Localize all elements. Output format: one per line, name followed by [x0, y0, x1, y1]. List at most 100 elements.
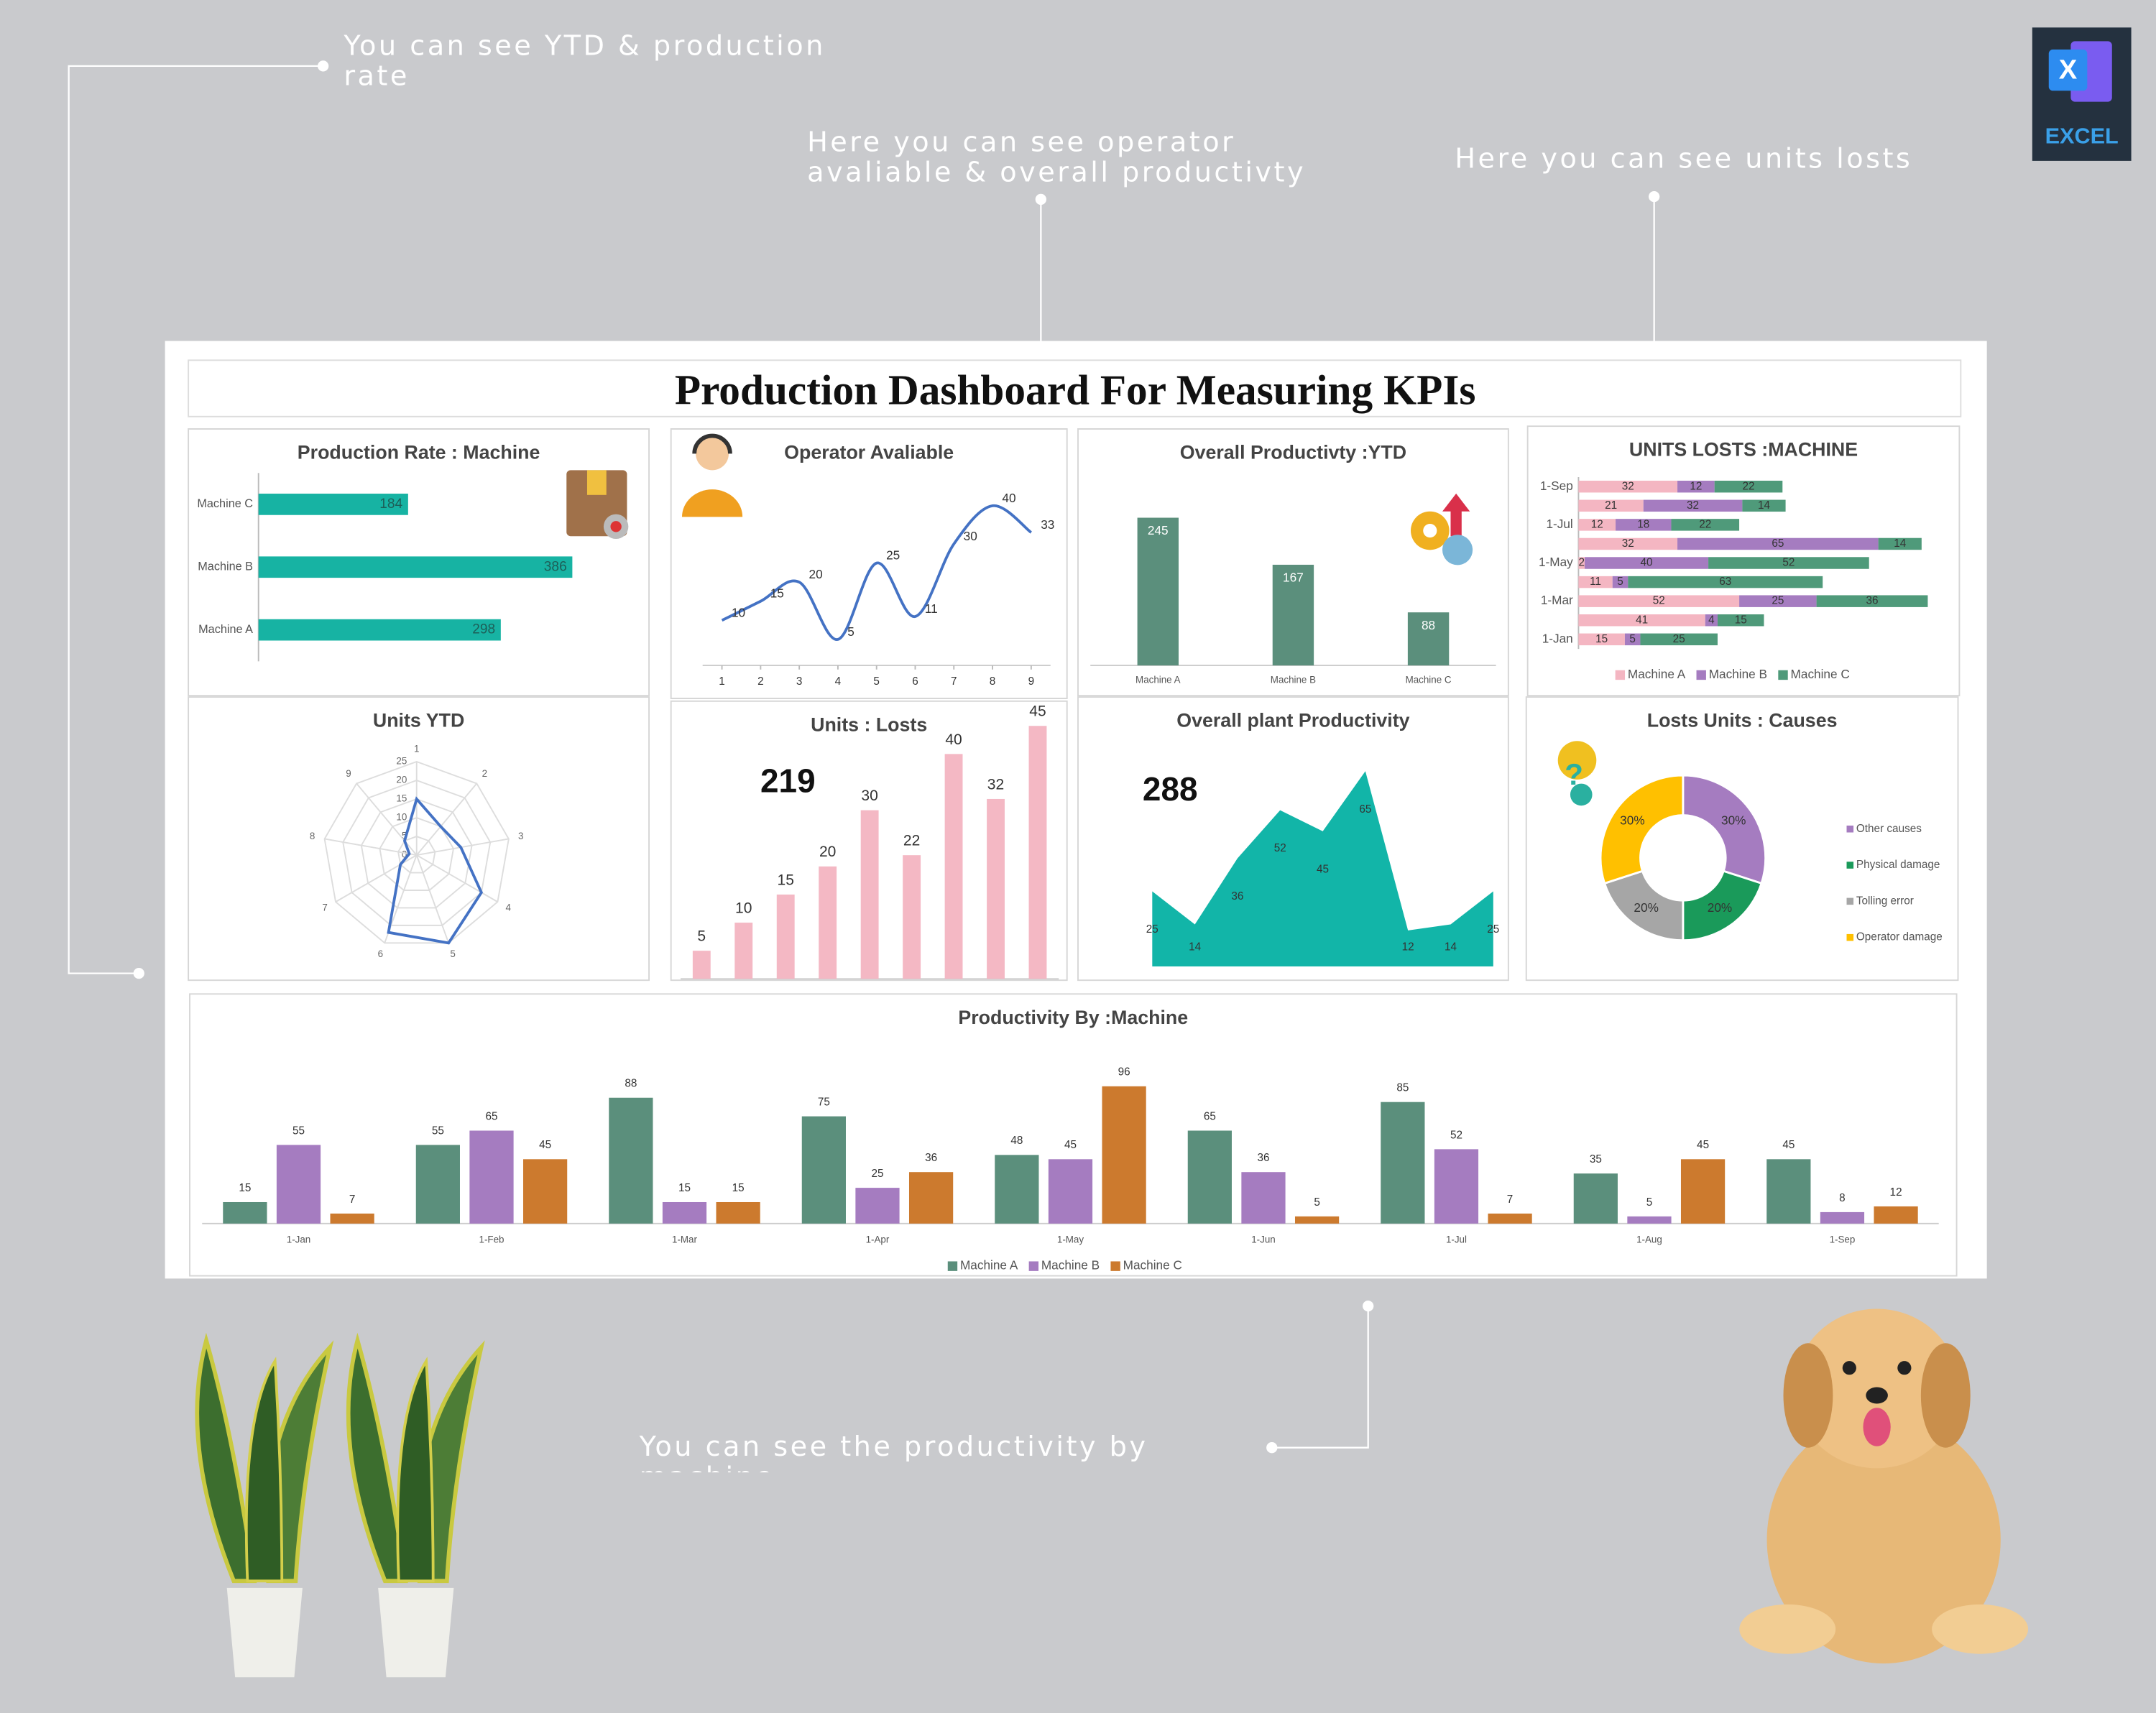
bar	[1573, 1173, 1618, 1224]
charts: Production Rate : Machine Machine C 18 4 Mac…	[188, 425, 1961, 1277]
x-tick-label: 1-Jun	[1251, 1234, 1275, 1245]
bar	[1294, 1216, 1340, 1224]
bar	[1705, 614, 1718, 627]
bar	[1434, 1149, 1479, 1224]
legend: Machine A Machine B Machine C	[947, 1258, 1182, 1273]
annotation-text: Here you can see units losts	[1455, 143, 1913, 175]
x-tick-label: Machine A	[1135, 675, 1181, 685]
value-label: 30	[964, 529, 977, 543]
bar	[1878, 537, 1922, 550]
spoke	[416, 854, 498, 902]
value-label: 55	[292, 1125, 305, 1137]
bar	[776, 894, 795, 979]
category-label: 2	[482, 768, 487, 779]
value-label: 2	[1578, 557, 1585, 569]
value-label: 22	[1742, 480, 1754, 492]
value-label: 52	[1450, 1129, 1462, 1141]
y-tick-label: 1-Mar	[1541, 593, 1573, 607]
value-label: 88	[625, 1078, 637, 1090]
value-label: 18	[1637, 518, 1649, 530]
grid-line	[379, 817, 454, 891]
bar	[1407, 612, 1450, 666]
value-label: 65	[1204, 1110, 1216, 1122]
value-label: 12	[1402, 941, 1414, 953]
legend-label: Machine B	[1041, 1258, 1100, 1273]
legend-label: Machine A	[1628, 667, 1686, 681]
bar	[801, 1116, 846, 1224]
value-label: 55	[432, 1125, 444, 1137]
legend-label: Operator damage	[1856, 931, 1943, 943]
category-label: 6	[378, 948, 383, 959]
value-label: 14	[1445, 941, 1457, 953]
kpi-value: 219	[760, 762, 816, 800]
value-label: 65	[485, 1110, 497, 1122]
value-label: 41	[1636, 614, 1648, 626]
value-label: 12	[1690, 480, 1702, 492]
legend-label: Machine A	[960, 1258, 1018, 1273]
bar	[1102, 1086, 1146, 1224]
bar	[995, 1155, 1039, 1224]
x-tick-label: 2	[757, 675, 764, 688]
value-label: 32	[1622, 480, 1634, 492]
bar	[944, 754, 963, 979]
annotation-text: You can see YTD & production rate	[344, 30, 826, 93]
bar	[1272, 564, 1314, 666]
grid-line	[342, 779, 492, 926]
question-icon: ?	[1557, 741, 1597, 806]
bar	[223, 1201, 267, 1224]
legend: Machine A Machine B Machine C	[1615, 667, 1850, 681]
bar	[258, 556, 573, 578]
bar	[987, 798, 1005, 979]
value-label: 45	[1782, 1139, 1795, 1151]
value-label: 14	[1189, 941, 1202, 953]
value-label: 52	[1782, 557, 1795, 569]
x-tick-label: 6	[912, 675, 918, 688]
bar	[1585, 557, 1709, 569]
chart-title: Production Rate : Machine	[298, 441, 540, 463]
value-label: 12	[1591, 518, 1603, 530]
y-tick-label: 1-Sep	[1540, 479, 1573, 493]
value-label: 15	[770, 586, 784, 601]
bar	[1578, 557, 1585, 569]
bar	[1187, 1130, 1232, 1224]
category-label: 8	[310, 831, 315, 841]
chart-title: Overall Productivty :YTD	[1180, 441, 1406, 463]
legend-label: Tolling error	[1856, 895, 1914, 907]
bar	[415, 1145, 460, 1224]
value-label: 15	[732, 1182, 745, 1194]
annotation: You can see the productivity by machine	[640, 1431, 1146, 1472]
y-tick-label: 20	[396, 775, 407, 785]
panel	[670, 428, 1068, 699]
category-label: 4	[506, 902, 512, 913]
chart-title: Units : Losts	[811, 714, 927, 735]
x-tick-label: Machine C	[1406, 675, 1452, 685]
y-tick-label: 5	[402, 831, 407, 841]
spoke	[415, 782, 478, 856]
value-label: 36	[1257, 1152, 1269, 1164]
bar	[860, 810, 879, 979]
value-label: 4	[1708, 614, 1715, 626]
bar	[1578, 614, 1705, 627]
value-label: 386	[544, 559, 567, 574]
bar	[258, 494, 408, 515]
logo-letter: X	[2059, 55, 2078, 86]
value-label: 96	[1118, 1066, 1130, 1079]
x-tick-label: 1-Jul	[1446, 1234, 1467, 1245]
value-label: 75	[818, 1096, 830, 1109]
value-label: 5	[1314, 1196, 1320, 1209]
bar	[716, 1201, 760, 1224]
value-label: 36	[1866, 595, 1879, 607]
value-label: 25	[1772, 595, 1784, 607]
grid-line	[360, 798, 473, 909]
value-label: 30	[861, 788, 877, 804]
value-label: 40	[1641, 557, 1653, 569]
legend-swatch	[1778, 670, 1788, 680]
value-label: 45	[539, 1139, 551, 1151]
annotation: You can see YTD & production rate	[344, 30, 826, 93]
bar	[1671, 519, 1740, 531]
bar	[469, 1130, 514, 1224]
value-label: 11	[1590, 576, 1601, 588]
legend-swatch	[1696, 670, 1706, 680]
x-tick-label: 8	[990, 675, 996, 688]
